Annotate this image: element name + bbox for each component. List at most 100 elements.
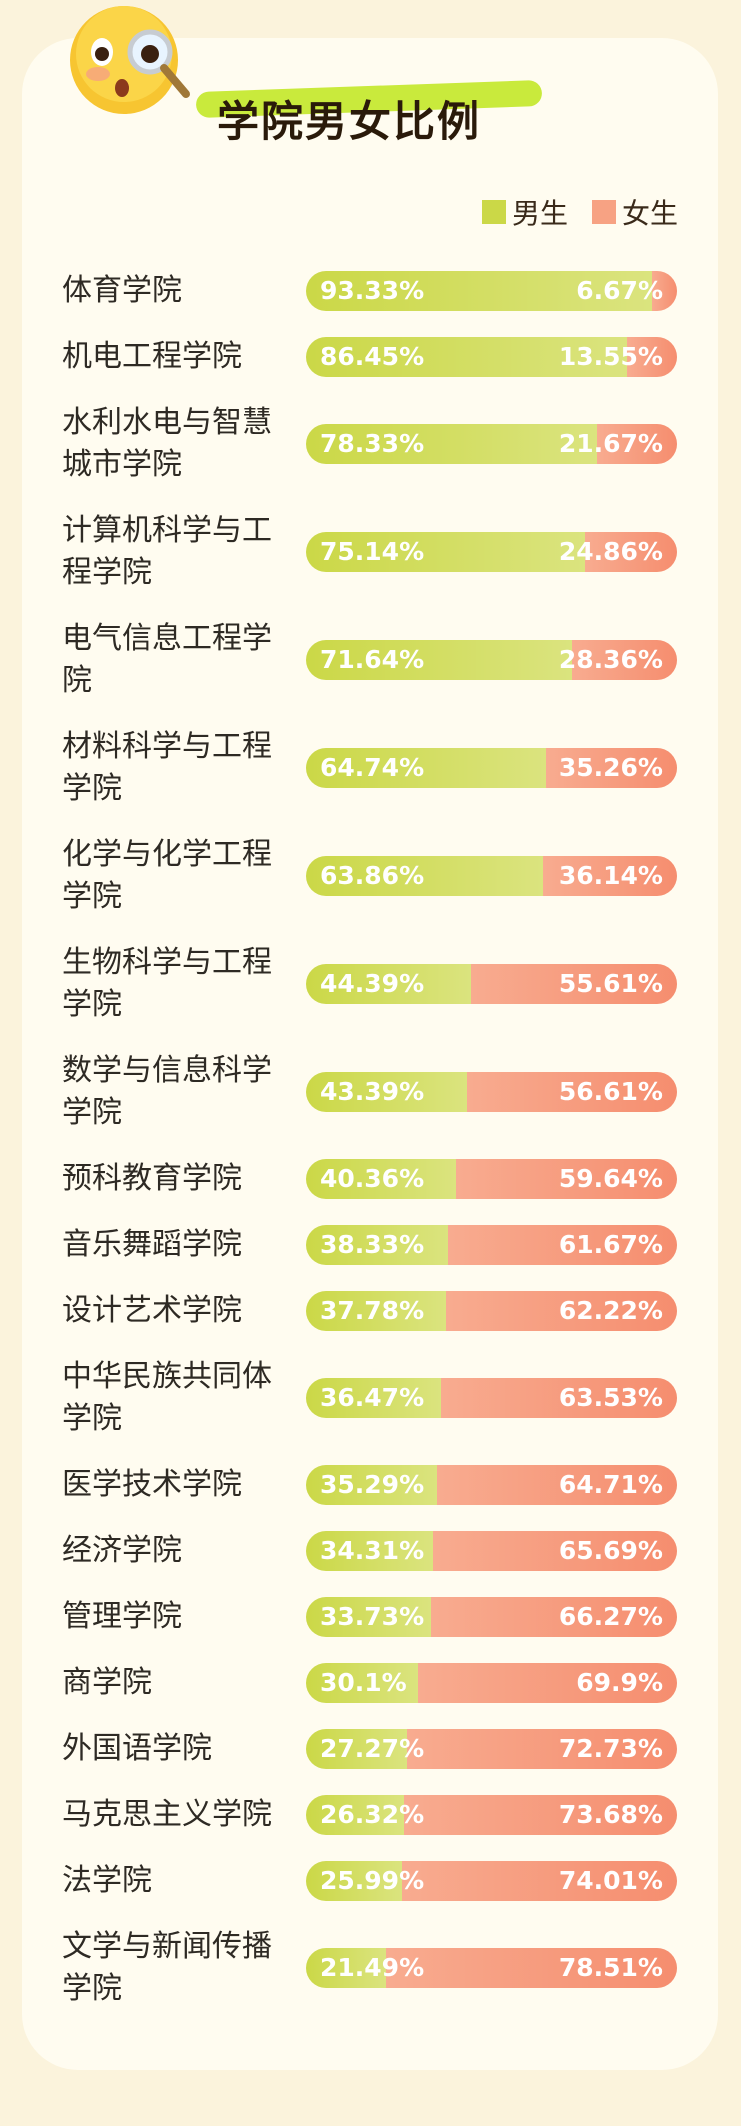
value-label: 64.74% (320, 753, 425, 782)
category-label: 医学技术学院 (62, 1467, 242, 1502)
emoji-icon (70, 6, 190, 114)
value-label: 28.36% (558, 645, 663, 674)
bar-segment (584, 532, 677, 572)
value-label: 63.53% (558, 1383, 663, 1412)
category-label: 水利水电与智慧城市学院 (62, 405, 272, 482)
value-label: 24.86% (558, 537, 663, 566)
category-label: 外国语学院 (62, 1731, 212, 1766)
value-label: 63.86% (320, 861, 425, 890)
value-label: 36.14% (558, 861, 663, 890)
bar-segment (306, 856, 543, 896)
bar-segment (446, 1291, 677, 1331)
bar-track: 35.29% 64.71% (306, 1465, 677, 1505)
bar-segment (306, 1729, 408, 1769)
bar-segment (306, 424, 597, 464)
value-label: 65.69% (558, 1536, 663, 1565)
category-label: 机电工程学院 (62, 339, 242, 374)
bar-track: 30.1% 69.9% (306, 1663, 677, 1703)
bar-segment (546, 748, 677, 788)
legend-label: 男生 (511, 197, 568, 230)
bar-segment (652, 271, 677, 311)
bar-segment (306, 1465, 437, 1505)
category-label: 商学院 (62, 1665, 152, 1700)
bar-track: 27.27% 72.73% (306, 1729, 677, 1769)
value-label: 69.9% (576, 1668, 663, 1697)
bar-segment (436, 1465, 677, 1505)
bar-segment (306, 964, 471, 1004)
value-label: 64.71% (558, 1470, 663, 1499)
value-label: 30.1% (320, 1668, 407, 1697)
bar-track: 26.32% 73.68% (306, 1795, 677, 1835)
bar-segment (306, 1378, 442, 1418)
bar-segment (626, 337, 677, 377)
bar-segment (433, 1531, 677, 1571)
value-label: 25.99% (320, 1866, 425, 1895)
bar-row: 设计艺术学院 37.78% 62.22% (62, 1278, 678, 1344)
value-label: 27.27% (320, 1734, 425, 1763)
category-label: 材料科学与工程学院 (62, 729, 272, 806)
value-label: 43.39% (320, 1077, 425, 1106)
value-label: 61.67% (558, 1230, 663, 1259)
category-label: 数学与信息科学学院 (62, 1053, 272, 1130)
category-label: 音乐舞蹈学院 (62, 1227, 242, 1262)
bar-track: 33.73% 66.27% (306, 1597, 677, 1637)
bar-row: 法学院 25.99% 74.01% (62, 1848, 678, 1914)
bar-segment (431, 1597, 677, 1637)
legend-label: 女生 (621, 197, 678, 230)
value-label: 72.73% (558, 1734, 663, 1763)
bar-row: 文学与新闻传播学院 21.49% 78.51% (62, 1914, 678, 2022)
legend: 男生 女生 (481, 192, 678, 232)
bar-segment (470, 964, 677, 1004)
bar-track: 21.49% 78.51% (306, 1948, 677, 1988)
bar-segment (403, 1795, 677, 1835)
bar-row: 计算机科学与工程学院 75.14% 24.86% (62, 498, 678, 606)
bar-segment (306, 1663, 418, 1703)
value-label: 86.45% (320, 342, 425, 371)
value-label: 37.78% (320, 1296, 425, 1325)
bar-track: 38.33% 61.67% (306, 1225, 677, 1265)
value-label: 44.39% (320, 969, 425, 998)
category-label: 生物科学与工程学院 (62, 945, 272, 1022)
bar-track: 75.14% 24.86% (306, 532, 677, 572)
bar-row: 机电工程学院 86.45% 13.55% (62, 324, 678, 390)
value-label: 73.68% (558, 1800, 663, 1829)
bar-segment (542, 856, 677, 896)
bar-row: 商学院 30.1% 69.9% (62, 1650, 678, 1716)
bar-row: 生物科学与工程学院 44.39% 55.61% (62, 930, 678, 1038)
value-label: 78.33% (320, 429, 425, 458)
value-label: 35.26% (558, 753, 663, 782)
bar-segment (306, 1225, 449, 1265)
bar-track: 71.64% 28.36% (306, 640, 677, 680)
bar-segment (455, 1159, 677, 1199)
bar-segment (306, 1531, 434, 1571)
bar-row: 预科教育学院 40.36% 59.64% (62, 1146, 678, 1212)
rows: 体育学院 93.33% 6.67% 机电工程学院 86.45% 13.55% 水利水电与智慧… (62, 258, 678, 2022)
bar-segment (596, 424, 677, 464)
bar-track: 40.36% 59.64% (306, 1159, 677, 1199)
bar-segment (417, 1663, 677, 1703)
bar-row: 医学技术学院 35.29% 64.71% (62, 1452, 678, 1518)
bar-track: 25.99% 74.01% (306, 1861, 677, 1901)
bar-track: 93.33% 6.67% (306, 271, 677, 311)
value-label: 75.14% (320, 537, 425, 566)
value-label: 33.73% (320, 1602, 425, 1631)
bar-track: 86.45% 13.55% (306, 337, 677, 377)
bar-row: 水利水电与智慧城市学院 78.33% 21.67% (62, 390, 678, 498)
category-label: 电气信息工程学院 (62, 621, 272, 698)
bar-segment (306, 1948, 386, 1988)
bar-segment (306, 1072, 467, 1112)
value-label: 35.29% (320, 1470, 425, 1499)
bar-row: 管理学院 33.73% 66.27% (62, 1584, 678, 1650)
category-label: 文学与新闻传播学院 (62, 1929, 272, 2006)
bar-segment (306, 748, 547, 788)
bar-segment (306, 271, 653, 311)
value-label: 26.32% (320, 1800, 425, 1829)
legend-item: 女生 (591, 192, 678, 232)
value-label: 62.22% (558, 1296, 663, 1325)
category-label: 体育学院 (62, 273, 182, 308)
bar-row: 音乐舞蹈学院 38.33% 61.67% (62, 1212, 678, 1278)
bar-segment (571, 640, 677, 680)
bar-row: 经济学院 34.31% 65.69% (62, 1518, 678, 1584)
value-label: 66.27% (558, 1602, 663, 1631)
value-label: 6.67% (576, 276, 663, 305)
